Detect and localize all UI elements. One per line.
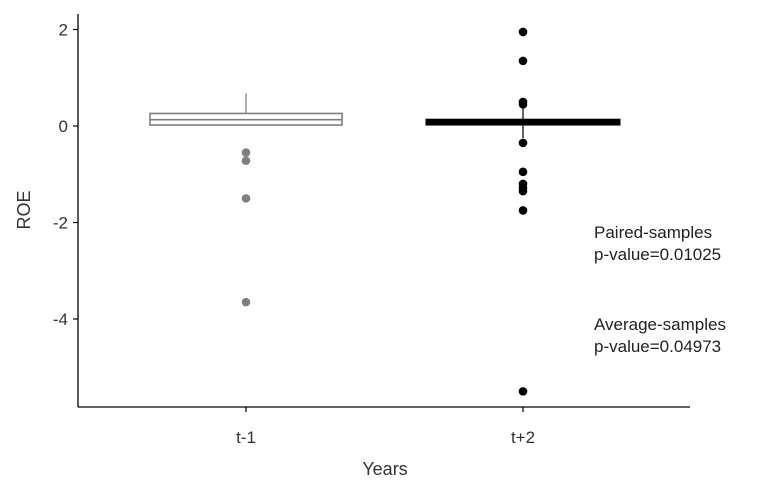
plot-marks — [149, 27, 621, 396]
x-tick-label: t-1 — [236, 428, 256, 447]
outlier-point — [518, 186, 528, 196]
outlier-point — [518, 206, 528, 215]
outlier-point — [241, 148, 251, 157]
outlier-point — [518, 138, 528, 148]
y-axis-label: ROE — [14, 190, 34, 229]
average-samples-title: Average-samples — [594, 315, 726, 334]
y-tick-label: 2 — [59, 21, 68, 40]
y-tick-label: -2 — [53, 214, 68, 233]
y-tick-label: -4 — [53, 310, 68, 329]
outlier-point — [241, 194, 251, 203]
average-samples-p-value: p-value=0.04973 — [594, 337, 722, 356]
x-tick-label: t+2 — [511, 428, 535, 447]
axes: 2 0 -2 -4 t-1 t+2 — [53, 14, 690, 447]
paired-samples-title: Paired-samples — [594, 223, 713, 242]
outlier-point — [518, 387, 528, 396]
outlier-point — [518, 99, 528, 109]
outlier-point — [518, 27, 528, 37]
x-axis-label: Years — [362, 459, 407, 479]
outlier-point — [518, 167, 528, 177]
outlier-point — [241, 156, 251, 166]
outlier-point — [241, 297, 251, 307]
y-tick-label: 0 — [59, 117, 68, 136]
paired-samples-p-value: p-value=0.01025 — [594, 245, 722, 264]
outlier-point — [518, 56, 528, 66]
